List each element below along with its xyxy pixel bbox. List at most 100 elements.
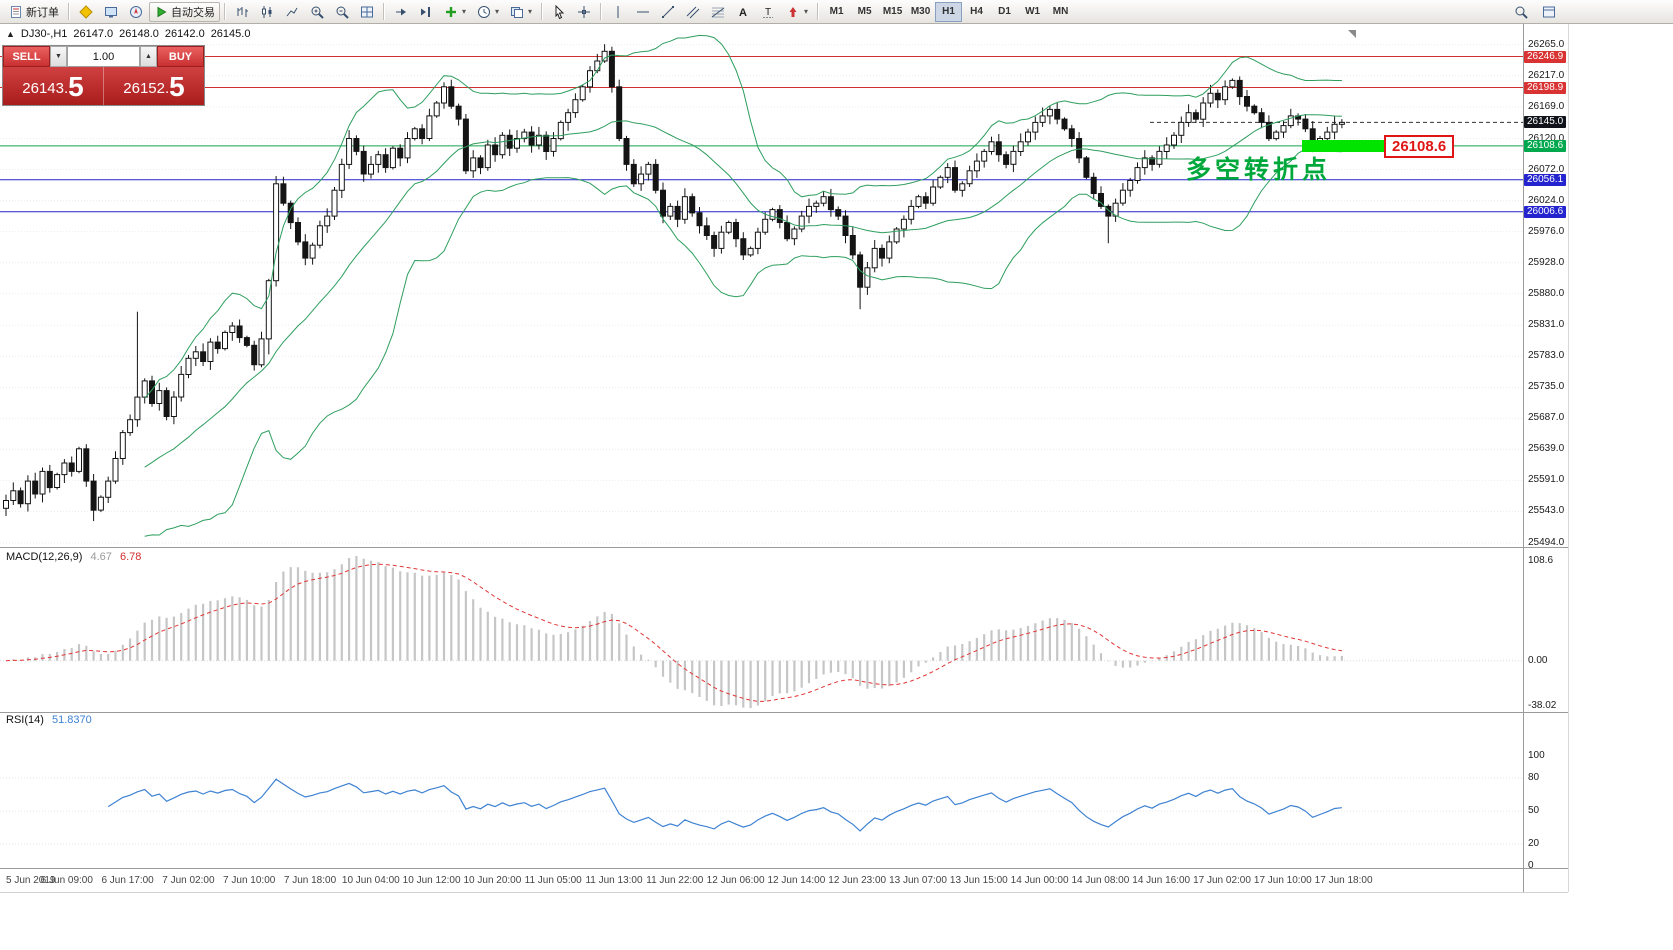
channel-button[interactable] [681, 2, 705, 22]
time-axis-label: 12 Jun 23:00 [828, 875, 887, 886]
panel-separator[interactable] [0, 547, 1568, 548]
crosshair-button[interactable] [572, 2, 596, 22]
toolbar-separator [600, 3, 603, 20]
text-button[interactable]: A [731, 2, 755, 22]
sell-price-button[interactable]: 26143. 5 [3, 67, 104, 105]
window-edge [0, 892, 1568, 893]
timeframe-m1-button[interactable]: M1 [823, 2, 850, 22]
data-window-icon [1542, 5, 1556, 19]
rsi-title: RSI(14) [6, 714, 44, 726]
search-icon [1514, 5, 1528, 19]
macd-signal-value: 6.78 [119, 551, 142, 563]
bar-chart-button[interactable] [230, 2, 254, 22]
chart-shift-button[interactable] [414, 2, 438, 22]
zoom-in-button[interactable] [305, 2, 329, 22]
arrow-icon [786, 5, 800, 19]
time-axis-label: 13 Jun 07:00 [889, 875, 947, 886]
timeframe-h4-button[interactable]: H4 [963, 2, 990, 22]
tile-windows-button[interactable] [355, 2, 379, 22]
time-axis-label: 12 Jun 14:00 [767, 875, 826, 886]
collapse-panel-icon[interactable]: ▲ [6, 29, 15, 39]
auto-scroll-button[interactable] [389, 2, 413, 22]
macd-header: MACD(12,26,9) 4.67 6.78 [6, 551, 141, 563]
templates-button[interactable]: ▾ [505, 2, 537, 22]
crosshair-icon [577, 5, 591, 19]
time-axis-label: 7 Jun 02:00 [162, 875, 215, 886]
buy-price-big-digit: 5 [169, 71, 185, 102]
market-watch-button[interactable] [99, 2, 123, 22]
level-price-label[interactable]: 26108.6 [1384, 135, 1455, 158]
panel-separator[interactable] [0, 712, 1568, 713]
dropdown-caret-icon: ▾ [462, 7, 467, 16]
trade-prices-row: 26143. 5 26152. 5 [3, 67, 204, 105]
search-button[interactable] [1509, 2, 1533, 22]
text-label-icon: T [761, 5, 775, 19]
volume-input[interactable]: 1.00 [67, 46, 140, 67]
sell-button[interactable]: SELL [3, 46, 50, 67]
cursor-button[interactable] [547, 2, 571, 22]
time-axis-label: 14 Jun 08:00 [1071, 875, 1130, 886]
vertical-line-button[interactable] [606, 2, 630, 22]
auto-trading-button[interactable]: 自动交易 [149, 1, 220, 22]
close-value: 26145.0 [210, 28, 251, 40]
timeframe-h1-button[interactable]: H1 [935, 1, 963, 22]
data-window-button[interactable] [1537, 2, 1561, 22]
scale-edge [1568, 24, 1569, 892]
fibonacci-button[interactable] [706, 2, 730, 22]
channel-icon [686, 5, 700, 19]
periods-button[interactable]: ▾ [472, 2, 504, 22]
volume-down-button[interactable]: ▼ [50, 46, 67, 67]
mql5-button[interactable] [74, 2, 98, 22]
new-order-button[interactable]: 新订单 [4, 2, 64, 22]
time-axis-label: 11 Jun 05:00 [524, 875, 582, 886]
line-chart-icon [285, 5, 299, 19]
templates-icon [510, 5, 524, 19]
timeframe-m30-button[interactable]: M30 [907, 2, 934, 22]
timeframe-w1-button[interactable]: W1 [1019, 2, 1046, 22]
toolbar-separator [541, 3, 544, 20]
one-click-trading-panel: SELL ▼ 1.00 ▲ BUY 26143. 5 26152. 5 [2, 45, 205, 106]
add-indicator-button[interactable]: ▾ [439, 2, 471, 22]
timeframe-m5-button[interactable]: M5 [851, 2, 878, 22]
vertical-line-icon [611, 5, 625, 19]
toolbar-right-group [1509, 2, 1561, 22]
rsi-header: RSI(14) 51.8370 [6, 714, 92, 726]
buy-price-button[interactable]: 26152. 5 [104, 67, 204, 105]
timeframe-m15-button[interactable]: M15 [879, 2, 906, 22]
time-axis-label: 13 Jun 15:00 [949, 875, 1008, 886]
time-axis[interactable]: 5 Jun 2019 6 Jun 09:00 6 Jun 17:00 7 Jun 02… [0, 868, 1568, 892]
navigator-button[interactable] [124, 2, 148, 22]
bar-chart-icon [235, 5, 249, 19]
buy-price-main: 26152. [123, 80, 170, 97]
scroll-to-end-marker[interactable] [1348, 30, 1356, 38]
arrows-button[interactable]: ▾ [781, 2, 813, 22]
time-axis-label: 17 Jun 10:00 [1253, 875, 1312, 886]
price-axis-drag-strip[interactable] [1523, 24, 1568, 892]
highlight-rectangle[interactable] [1302, 140, 1396, 152]
sell-price-big-digit: 5 [68, 71, 84, 102]
dropdown-caret-icon: ▾ [528, 7, 533, 16]
line-chart-button[interactable] [280, 2, 304, 22]
time-axis-label: 6 Jun 09:00 [40, 875, 93, 886]
timeframe-mn-button[interactable]: MN [1047, 2, 1074, 22]
candle-chart-button[interactable] [255, 2, 279, 22]
chart-shift-icon [419, 5, 433, 19]
mql5-icon [79, 4, 93, 19]
trendline-icon [661, 5, 675, 19]
rsi-value: 51.8370 [51, 714, 92, 726]
trendline-button[interactable] [656, 2, 680, 22]
buy-button[interactable]: BUY [157, 46, 204, 67]
time-axis-label: 10 Jun 20:00 [463, 875, 522, 886]
price-axis-separator [1523, 24, 1524, 892]
toolbar: 新订单 自动交易 ▾ ▾ ▾ A T ▾ M1 M5 M15 M30 H1 H4… [0, 0, 1673, 24]
time-axis-label: 14 Jun 16:00 [1132, 875, 1191, 886]
turning-point-annotation[interactable]: 多空转折点 [1186, 156, 1332, 184]
horizontal-line-button[interactable] [631, 2, 655, 22]
volume-up-button[interactable]: ▲ [140, 46, 157, 67]
chart-plot[interactable] [0, 24, 1523, 892]
timeframe-d1-button[interactable]: D1 [991, 2, 1018, 22]
trade-controls-row: SELL ▼ 1.00 ▲ BUY [3, 46, 204, 67]
candle-chart-icon [260, 5, 274, 19]
text-label-button[interactable]: T [756, 2, 780, 22]
zoom-out-button[interactable] [330, 2, 354, 22]
